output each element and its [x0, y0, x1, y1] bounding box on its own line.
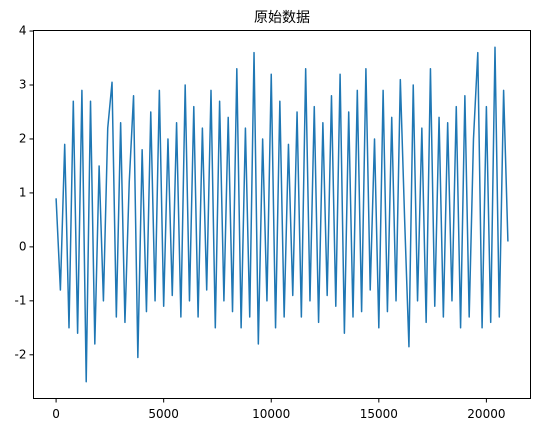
axes-frame [33, 30, 531, 399]
y-tick-label: 4 [19, 24, 27, 38]
y-tick-label: 2 [19, 131, 27, 145]
x-tick-label: 15000 [360, 407, 398, 421]
x-tick-label: 10000 [252, 407, 290, 421]
x-tick-label: 5000 [148, 407, 179, 421]
y-tick-label: 0 [19, 239, 27, 253]
data-line [55, 46, 509, 383]
y-tick-label: 1 [19, 185, 27, 199]
chart-title: 原始数据 [254, 10, 310, 26]
x-tick-label: 0 [52, 407, 60, 421]
x-tick-label: 20000 [467, 407, 505, 421]
y-tick-label: 3 [19, 77, 27, 91]
y-tick-label: -1 [15, 293, 27, 307]
y-tick-label: -2 [15, 347, 27, 361]
